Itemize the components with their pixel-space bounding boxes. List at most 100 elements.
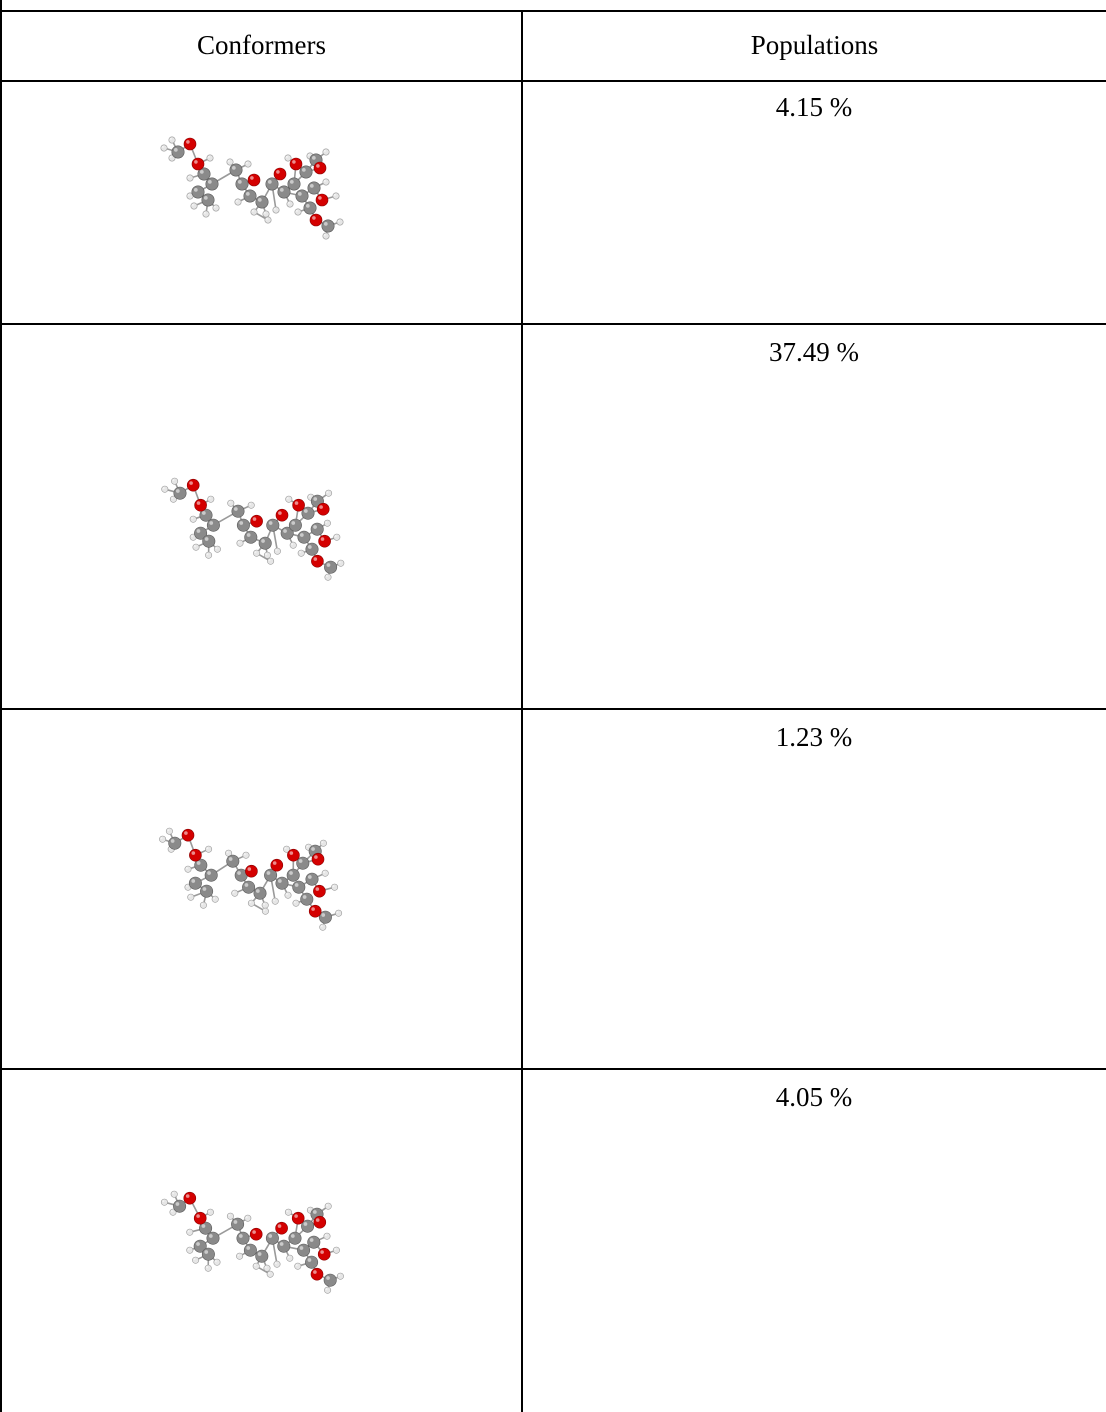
oxygen-atom — [189, 848, 202, 862]
oxygen-atom — [191, 157, 205, 171]
oxygen-atom — [275, 508, 289, 522]
atom-highlight — [228, 1214, 231, 1217]
atom-highlight — [268, 1272, 271, 1275]
hydrogen-atom — [247, 899, 255, 907]
carbon-atom — [168, 836, 182, 850]
carbon-atom — [206, 518, 220, 532]
hydrogen-atom — [205, 551, 213, 559]
hydrogen-atom — [231, 889, 239, 897]
oxygen-atom — [183, 137, 197, 151]
carbon-atom — [277, 1239, 291, 1253]
atom-highlight — [206, 553, 209, 556]
atom-highlight — [263, 903, 266, 906]
atom-highlight — [292, 160, 296, 164]
oxygen-atom — [245, 864, 258, 878]
hydrogen-atom — [324, 573, 332, 581]
hydrogen-atom — [262, 210, 270, 218]
atom-highlight — [309, 1238, 314, 1242]
atom-highlight — [307, 1258, 312, 1262]
atom-highlight — [302, 895, 307, 899]
atom-highlight — [188, 895, 191, 898]
oxygen-atom — [183, 1191, 197, 1205]
atom-highlight — [246, 1246, 251, 1250]
atom-highlight — [326, 1276, 330, 1280]
atom-highlight — [279, 187, 284, 192]
hydrogen-atom — [325, 489, 333, 497]
atom-highlight — [312, 1210, 317, 1214]
population-value-1: 4.15 % — [775, 92, 853, 122]
atom-highlight — [232, 891, 235, 894]
carbon-atom — [275, 876, 289, 890]
atom-highlight — [207, 871, 211, 875]
oxygen-atom — [194, 498, 207, 512]
row-divider-2 — [0, 708, 1106, 710]
hydrogen-atom — [242, 851, 250, 859]
hydrogen-atom — [204, 1264, 212, 1272]
hydrogen-atom — [192, 543, 200, 551]
hydrogen-atom — [190, 202, 198, 210]
atom-highlight — [325, 575, 328, 578]
hydrogen-atom — [286, 1254, 294, 1262]
hydrogen-atom — [322, 232, 330, 240]
atom-highlight — [191, 851, 196, 855]
carbon-atom — [236, 1231, 250, 1245]
atom-highlight — [318, 196, 322, 200]
hydrogen-atom — [336, 1272, 344, 1280]
row-divider-1 — [0, 323, 1106, 325]
atom-highlight — [170, 839, 175, 843]
carbon-atom — [287, 177, 301, 191]
atom-highlight — [191, 517, 194, 520]
atom-highlight — [169, 137, 172, 140]
oxygen-atom — [315, 193, 329, 207]
atom-highlight — [204, 537, 209, 541]
hydrogen-atom — [206, 1208, 214, 1216]
atom-highlight — [162, 487, 165, 490]
atom-highlight — [243, 853, 246, 856]
hydrogen-atom — [263, 551, 271, 559]
carbon-atom — [288, 1231, 302, 1245]
hydrogen-atom — [273, 547, 281, 555]
carbon-atom — [266, 518, 280, 532]
hydrogen-atom — [161, 485, 169, 493]
oxygen-atom — [313, 884, 326, 898]
atom-highlight — [206, 847, 209, 850]
atom-highlight — [201, 1224, 206, 1228]
carbon-atom — [231, 1217, 245, 1231]
atom-highlight — [333, 193, 336, 196]
atom-highlight — [214, 1260, 217, 1263]
oxygen-atom — [310, 1267, 324, 1281]
hydrogen-atom — [244, 160, 252, 168]
oxygen-atom — [313, 161, 327, 175]
oxygen-atom — [311, 852, 325, 866]
hydrogen-atom — [171, 477, 179, 485]
atom-highlight — [313, 497, 318, 501]
hydrogen-atom — [322, 148, 330, 156]
hydrogen-atom — [189, 515, 197, 523]
atom-highlight — [325, 1288, 328, 1291]
atom-highlight — [215, 547, 218, 550]
atom-highlight — [235, 199, 238, 202]
atom-highlight — [245, 161, 248, 164]
atom-highlight — [294, 501, 299, 505]
atom-highlight — [208, 1234, 213, 1238]
carbon-atom — [305, 1255, 319, 1269]
atom-highlight — [172, 479, 175, 482]
oxygen-atom — [247, 173, 261, 187]
oxygen-atom — [275, 1221, 288, 1235]
hydrogen-atom — [335, 909, 343, 917]
oxygen-atom — [291, 1211, 305, 1225]
oxygen-atom — [289, 157, 303, 171]
atom-highlight — [277, 879, 282, 883]
hydrogen-atom — [284, 1208, 292, 1216]
hydrogen-atom — [271, 897, 279, 905]
atom-highlight — [323, 233, 326, 236]
hydrogen-atom — [332, 192, 340, 200]
atom-highlight — [294, 1214, 298, 1218]
hydrogen-atom — [186, 1228, 194, 1236]
carbon-atom — [236, 518, 250, 532]
carbon-atom — [201, 193, 215, 207]
hydrogen-atom — [250, 208, 258, 216]
oxygen-atom — [308, 904, 322, 918]
hydrogen-atom — [319, 923, 327, 931]
